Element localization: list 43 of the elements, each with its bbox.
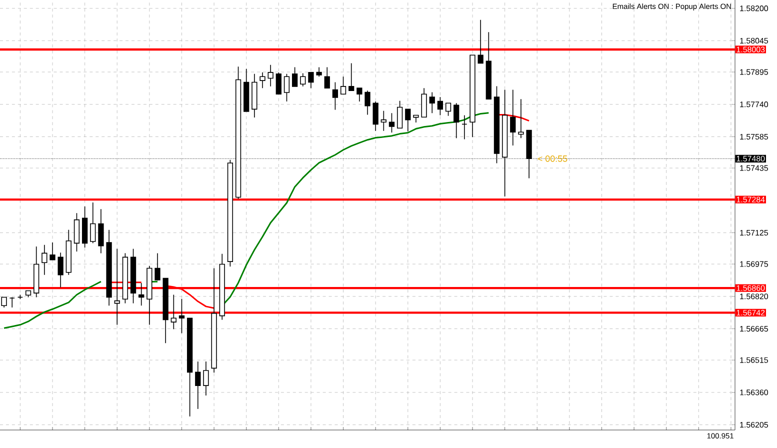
candlestick — [292, 66, 298, 87]
candlestick — [510, 89, 516, 146]
candlestick — [154, 252, 160, 281]
candlestick — [1, 296, 7, 308]
candlestick — [478, 19, 484, 64]
candlestick — [114, 248, 120, 326]
candlestick — [316, 66, 322, 77]
candlestick — [300, 72, 306, 87]
candlestick — [396, 100, 403, 129]
candlestick — [98, 208, 104, 254]
candlestick — [50, 242, 56, 260]
candlestick — [429, 92, 435, 114]
annotation: < 00:55 — [538, 155, 568, 162]
candlestick — [372, 101, 378, 132]
candlestick — [454, 102, 460, 139]
candlestick — [203, 361, 209, 396]
candlestick — [437, 96, 444, 116]
candlestick — [42, 244, 48, 276]
candlestick — [268, 64, 274, 87]
candlestick — [388, 112, 395, 133]
candlestick — [380, 110, 386, 132]
candlestick — [356, 88, 362, 102]
candlestick — [138, 282, 144, 306]
candlestick — [364, 90, 370, 116]
candlestick — [340, 76, 346, 95]
candlestick — [284, 73, 290, 102]
candlestick — [445, 102, 452, 116]
candlestick — [90, 202, 96, 244]
candlestick — [178, 298, 185, 334]
candlestick — [348, 62, 354, 91]
candlestick — [276, 72, 282, 95]
candlestick — [74, 212, 80, 252]
candlestick — [9, 296, 15, 308]
candlestick — [170, 294, 176, 330]
candlestick — [324, 66, 330, 88]
candlestick — [260, 72, 266, 88]
candlestick — [421, 88, 427, 118]
candlestick — [195, 361, 201, 410]
candlestick — [332, 82, 338, 110]
candlestick — [405, 108, 411, 132]
candlestick — [308, 72, 314, 88]
candlestick — [518, 98, 524, 139]
candlestick — [58, 252, 64, 288]
